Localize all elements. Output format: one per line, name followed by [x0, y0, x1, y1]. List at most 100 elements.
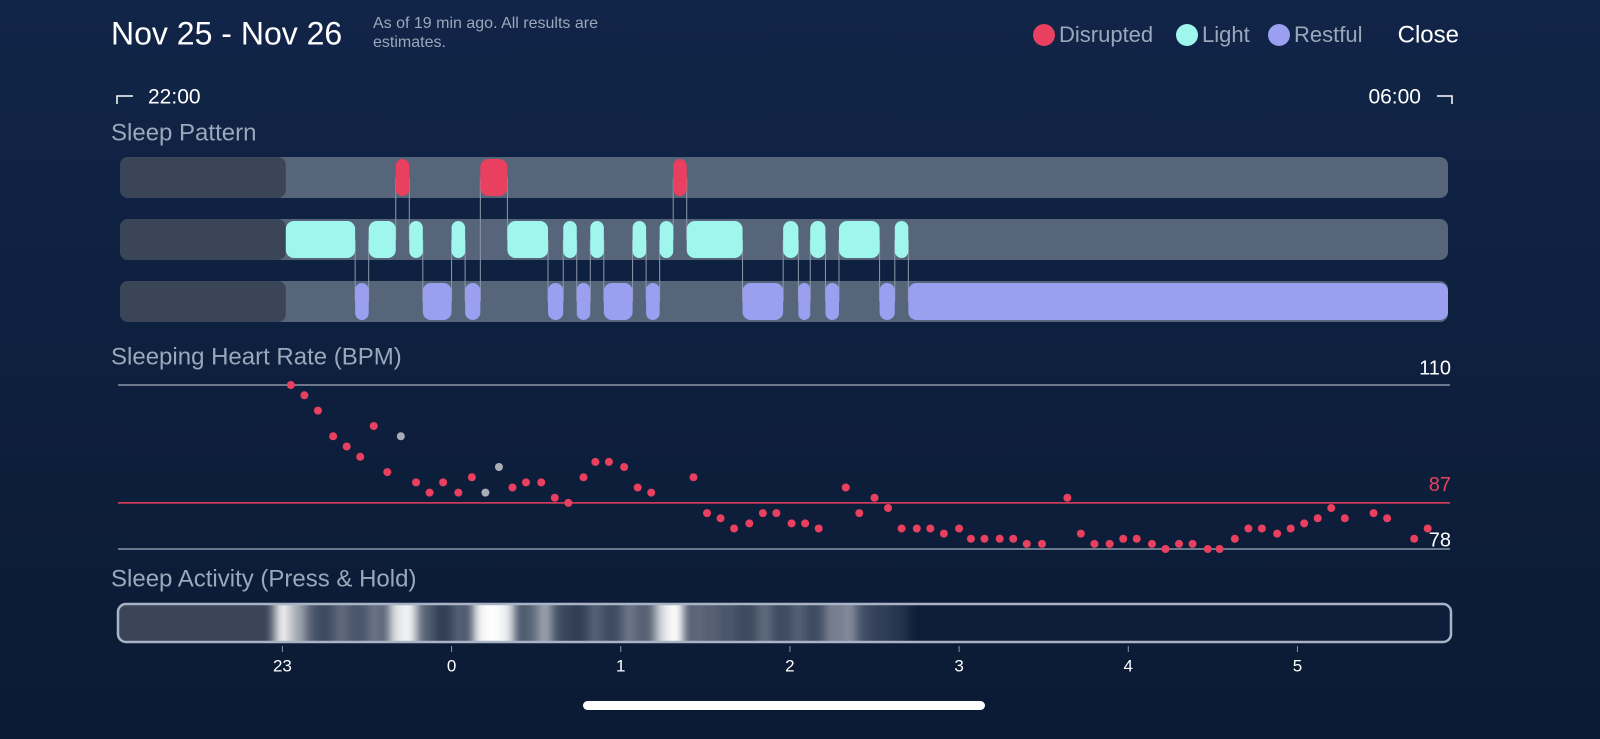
heart-rate-point: [1188, 539, 1197, 548]
activity-layer: [118, 604, 908, 642]
heart-rate-point: [1410, 534, 1419, 543]
close-button[interactable]: Close: [1398, 21, 1459, 48]
heart-rate-point: [870, 493, 879, 502]
heart-rate-point: [633, 483, 642, 492]
heart-rate-point: [772, 509, 781, 518]
sleep-segment: [908, 283, 1448, 320]
heart-rate-point: [313, 406, 322, 415]
sleep-segment: [894, 221, 909, 258]
heart-rate-point: [1119, 534, 1128, 543]
heart-rate-point: [494, 463, 503, 471]
activity-band: [874, 604, 891, 642]
heart-rate-point: [564, 498, 573, 507]
heart-rate-point: [1161, 545, 1170, 553]
activity-band: [807, 604, 824, 642]
activity-band: [858, 604, 875, 642]
sleep-segment: [686, 221, 743, 258]
activity-band: [722, 604, 739, 642]
heart-rate-point: [1076, 529, 1085, 538]
activity-band: [519, 604, 536, 642]
sleep-segment: [879, 283, 895, 320]
heart-rate-point: [955, 524, 964, 533]
heart-rate-point: [758, 509, 767, 518]
legend-dot: [1033, 24, 1055, 46]
heart-rate-point: [342, 442, 351, 451]
x-tick-label: 4: [1124, 656, 1133, 675]
legend-dot: [1176, 24, 1198, 46]
activity-band: [668, 604, 685, 642]
heart-rate-point: [522, 478, 531, 487]
sleep-segment: [810, 221, 826, 258]
heart-rate-point: [1230, 534, 1239, 543]
activity-band: [367, 604, 384, 642]
reference-label: 87: [1429, 474, 1451, 496]
heart-rate-point: [1257, 524, 1266, 533]
activity-band: [485, 604, 502, 642]
sleep-segment: [422, 283, 452, 320]
heart-rate-point: [1203, 545, 1212, 553]
sleep-segment: [548, 283, 564, 320]
title: Nov 25 - Nov 26: [111, 15, 342, 51]
activity-band: [841, 604, 858, 642]
heart-rate-point: [1300, 519, 1309, 528]
activity-band: [638, 604, 655, 642]
heart-rate-point: [425, 488, 434, 497]
end-time: 06:00: [1368, 86, 1421, 109]
heart-rate-point: [300, 391, 309, 400]
section-title: Sleeping Heart Rate (BPM): [111, 343, 402, 370]
heart-rate-point: [1273, 529, 1282, 538]
heart-rate-point: [286, 381, 295, 389]
heart-rate-point: [1105, 539, 1114, 548]
activity-band: [499, 604, 516, 642]
sleep-segment: [395, 159, 410, 196]
home-indicator: [583, 701, 985, 710]
heart-rate-point: [1340, 514, 1349, 523]
sleep-segment: [632, 221, 647, 258]
heart-rate-point: [454, 488, 463, 497]
heart-rate-point: [1244, 524, 1253, 533]
sleep-segment: [825, 283, 839, 320]
section-title: Sleep Activity (Press & Hold): [111, 565, 416, 592]
activity-band: [891, 604, 908, 642]
heart-rate-point: [412, 478, 421, 487]
heart-rate-point: [1383, 514, 1392, 523]
activity-band: [705, 604, 722, 642]
heart-rate-point: [620, 463, 629, 471]
legend-label: Light: [1202, 22, 1250, 47]
activity-band: [274, 604, 291, 642]
sleep-segment: [451, 221, 466, 258]
activity-band: [587, 604, 604, 642]
sleep-segment: [838, 221, 880, 258]
heart-rate-point: [855, 509, 864, 518]
heart-rate-point: [980, 534, 989, 543]
lane-track: [120, 157, 1448, 198]
activity-band: [536, 604, 553, 642]
heart-rate-point: [1327, 504, 1336, 512]
activity-frame: [116, 602, 1453, 644]
heart-rate-point: [550, 493, 559, 502]
activity-band: [604, 604, 621, 642]
heart-rate-point: [1009, 534, 1018, 543]
heart-rate-point: [356, 452, 365, 461]
legend-label: Disrupted: [1059, 22, 1153, 47]
heart-rate-point: [467, 473, 476, 482]
heart-rate-point: [508, 483, 517, 492]
activity-band: [570, 604, 587, 642]
heart-rate-point: [1147, 539, 1156, 548]
heart-rate-point: [481, 488, 490, 497]
heart-rate-point: [647, 488, 656, 497]
sleep-segment: [480, 159, 508, 196]
sleep-segment: [590, 221, 604, 258]
heart-rate-point: [730, 524, 739, 533]
activity-band: [773, 604, 790, 642]
activity-band: [401, 604, 418, 642]
x-tick-label: 0: [447, 656, 456, 675]
sleep-segment: [409, 221, 423, 258]
sleep-segment: [576, 283, 591, 320]
heart-rate-point: [703, 509, 712, 518]
sleep-segment: [285, 221, 356, 258]
end-bracket: [1437, 95, 1453, 104]
activity-band: [333, 604, 350, 642]
heart-rate-point: [1423, 524, 1432, 533]
